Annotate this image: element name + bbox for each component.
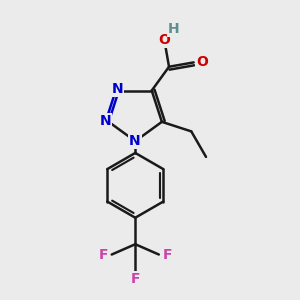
Text: H: H (168, 22, 180, 36)
Text: F: F (130, 272, 140, 286)
Text: F: F (99, 248, 108, 262)
Text: O: O (196, 56, 208, 69)
Text: N: N (112, 82, 123, 96)
Text: N: N (129, 134, 140, 148)
Text: O: O (158, 33, 170, 47)
Text: N: N (99, 114, 111, 128)
Text: F: F (162, 248, 172, 262)
